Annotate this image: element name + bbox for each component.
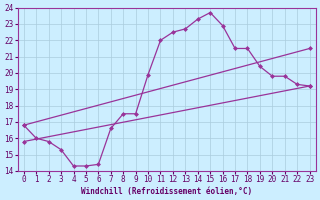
X-axis label: Windchill (Refroidissement éolien,°C): Windchill (Refroidissement éolien,°C) xyxy=(81,187,252,196)
